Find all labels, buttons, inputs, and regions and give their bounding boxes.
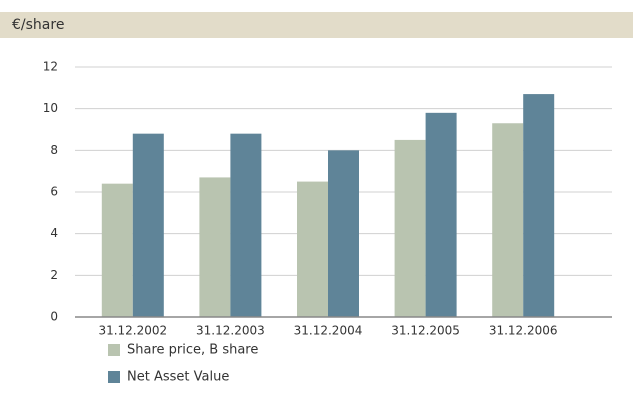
bar [297,181,328,317]
y-tick-label: 0 [50,310,58,324]
chart-title: €/share [12,17,64,33]
y-tick-label: 10 [43,101,58,115]
y-tick-label: 8 [50,143,58,157]
bar [101,183,133,317]
x-tick-label: 31.12.2004 [294,324,363,338]
bar [425,112,457,317]
y-tick-label: 6 [50,185,58,199]
bar [132,133,164,317]
bar [230,133,262,317]
bar [394,139,426,317]
bar [199,177,231,317]
x-tick-label: 31.12.2006 [489,324,558,338]
legend-swatch [108,371,120,383]
bar [523,94,555,317]
x-tick-label: 31.12.2005 [391,324,460,338]
y-tick-label: 12 [43,60,58,74]
y-tick-label: 2 [50,268,58,282]
legend-swatch [108,344,120,356]
legend-label: Net Asset Value [127,370,229,385]
bar [328,150,359,317]
x-tick-label: 31.12.2002 [98,324,167,338]
legend-label: Share price, B share [127,343,258,358]
y-tick-label: 4 [50,226,58,240]
x-tick-label: 31.12.2003 [196,324,265,338]
header-band [0,12,633,38]
bar [492,123,524,317]
